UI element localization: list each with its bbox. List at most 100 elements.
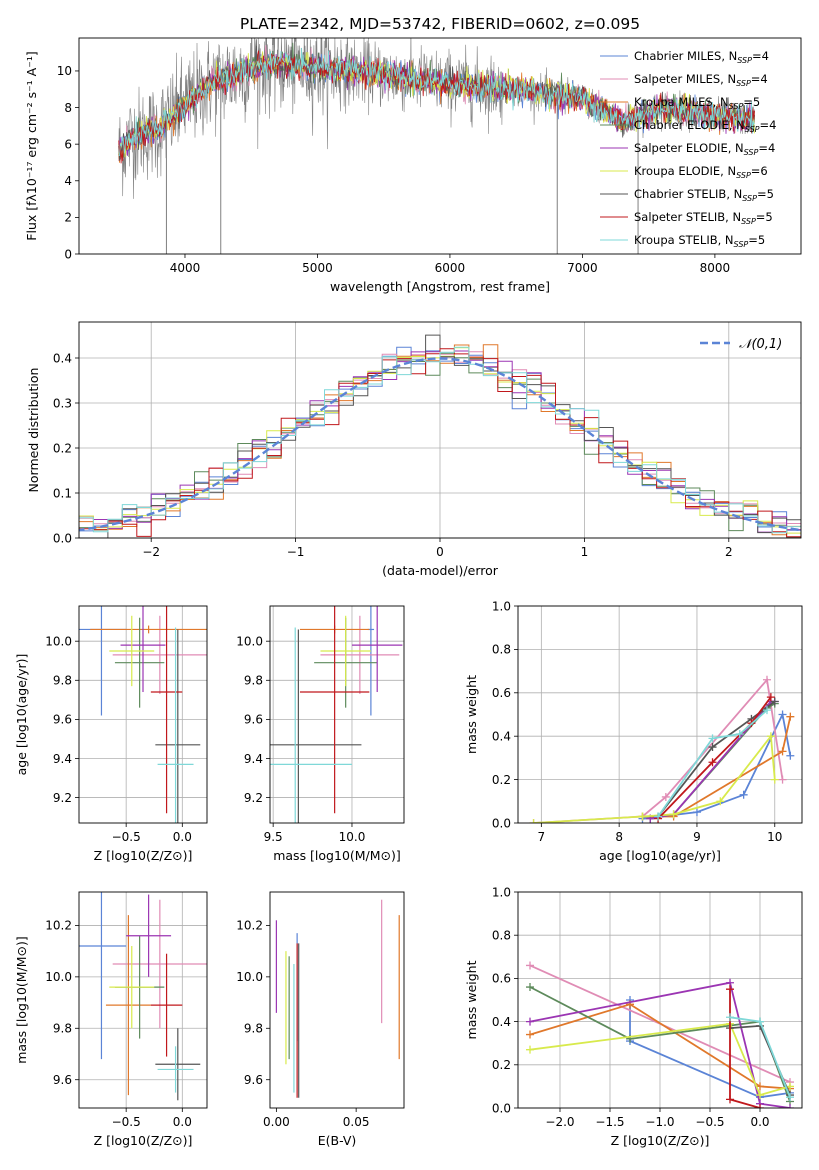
point-marker [786, 751, 795, 760]
point-marker [526, 961, 534, 970]
y-tick-label: 9.4 [244, 752, 263, 766]
panel-age-vs-mass: 9.5 10.0 9.2 9.4 9.6 9.8 10.0 mass [log10(M/M⊙)… [236, 605, 405, 863]
plot-area-age-vs-mass [270, 606, 403, 823]
axes-frame [517, 605, 803, 824]
x-tick-label: 4000 [170, 261, 201, 275]
point-marker [526, 983, 534, 992]
y-tick-label: 9.8 [244, 674, 263, 688]
series-line-2 [529, 1003, 791, 1090]
point-marker [661, 792, 670, 801]
x-tick-label: 0.0 [173, 1115, 192, 1129]
x-tick-label: 0.05 [343, 1115, 370, 1129]
y-tick-label: 0.8 [492, 929, 511, 943]
x-tick-label: 0.0 [750, 1115, 769, 1129]
legend-label: 𝒩(0,1) [739, 337, 782, 352]
y-tick-label: 9.6 [53, 713, 72, 727]
panel-massweight-vs-Z: −2.0 −1.5 −1.0 −0.5 0.0 0.0 0.2 0.4 0.6 0.8 1.0 Z [… [464, 885, 803, 1148]
series-line-5 [529, 1022, 791, 1097]
x-tick-label: 0.00 [263, 1115, 290, 1129]
y-tick-label: 0.6 [492, 686, 511, 700]
y-tick-label: 9.8 [244, 1022, 263, 1036]
normal-reference-curve [79, 357, 801, 532]
y-tick-label: 0.4 [492, 1015, 511, 1029]
y-tick-label: 0.1 [53, 486, 72, 500]
y-axis-label: mass weight [464, 960, 479, 1039]
plot-area-mass-vs-ebv [275, 899, 400, 1098]
y-tick-label: 10 [57, 64, 72, 78]
point-marker [708, 758, 717, 767]
point-marker [708, 734, 717, 743]
y-tick-label: 0 [64, 247, 72, 261]
y-tick-label: 10.0 [45, 634, 72, 648]
x-tick-label: −1 [287, 545, 305, 559]
y-tick-label: 0.3 [53, 396, 72, 410]
y-tick-label: 10.2 [236, 919, 263, 933]
y-axis-label: age [log10(age/yr)] [14, 654, 29, 776]
point-marker [766, 732, 775, 741]
point-marker [756, 1091, 764, 1100]
point-marker [762, 675, 771, 684]
legend-label: Chabrier MILES, NSSP=4 [634, 49, 769, 65]
axes-frame [78, 321, 802, 539]
x-tick-label: 5000 [302, 261, 333, 275]
point-marker [766, 693, 775, 702]
series-line-7 [657, 696, 772, 820]
series-line-5 [533, 733, 776, 823]
y-tick-label: 10.0 [236, 970, 263, 984]
y-tick-label: 10.0 [236, 634, 263, 648]
plot-area-residuals [79, 334, 801, 538]
figure-title: PLATE=2342, MJD=53742, FIBERID=0602, z=0… [240, 15, 640, 33]
x-tick-label: −0.5 [112, 830, 141, 844]
x-tick-label: 10 [767, 830, 782, 844]
x-tick-label: 9.5 [264, 830, 283, 844]
point-marker [786, 1082, 794, 1091]
x-axis-label: Z [log10(Z/Z⊙)] [94, 1133, 193, 1148]
y-tick-label: 10.0 [45, 970, 72, 984]
x-axis-label: Z [log10(Z/Z⊙)] [611, 1133, 710, 1148]
axes-frame [269, 605, 405, 824]
point-marker [770, 697, 779, 706]
axes-frame [517, 891, 803, 1109]
point-marker [762, 706, 771, 715]
x-axis-label: wavelength [Angstrom, rest frame] [330, 279, 550, 294]
plot-area-spectrum [118, 38, 755, 254]
point-marker [716, 797, 725, 806]
y-tick-label: 6 [64, 137, 72, 151]
axes-frame [269, 891, 405, 1109]
x-tick-label: −2 [142, 545, 160, 559]
point-marker [756, 1104, 764, 1108]
axes-frame [78, 891, 208, 1109]
y-tick-label: 9.6 [53, 1073, 72, 1087]
legend-label: Chabrier STELIB, NSSP=5 [634, 187, 774, 203]
legend-label: Salpeter STELIB, NSSP=5 [634, 210, 773, 226]
point-marker [786, 712, 795, 721]
series-line-1 [533, 677, 784, 823]
y-tick-label: 9.6 [244, 713, 263, 727]
y-tick-label: 9.2 [53, 791, 72, 805]
y-tick-label: 0.2 [492, 1058, 511, 1072]
y-axis-label: Flux [fλ10⁻¹⁷ erg cm⁻² s⁻¹ A⁻¹] [24, 51, 39, 240]
panel-massweight-vs-age: 7 8 9 10 0.0 0.2 0.4 0.6 0.8 1.0 age [log10(age/yr… [464, 599, 803, 863]
point-marker [638, 812, 647, 821]
x-axis-label: age [log10(age/yr)] [599, 848, 721, 863]
y-tick-label: 0.8 [492, 643, 511, 657]
panel-mass-vs-Z: −0.5 0.0 9.6 9.8 10.0 10.2 Z [log10(Z/Z⊙)] mass… [14, 891, 208, 1148]
series-line-0 [629, 1000, 791, 1099]
point-marker [726, 1095, 734, 1104]
x-tick-label: −1.5 [595, 1115, 624, 1129]
series-line-8 [657, 709, 768, 818]
legend-label: Kroupa STELIB, NSSP=5 [634, 233, 765, 249]
y-tick-label: 0.2 [492, 773, 511, 787]
panel-residuals: −2 −1 0 1 2 0.0 0.1 0.2 0.3 0.4 (data-model)/error… [26, 321, 802, 578]
point-marker [726, 985, 734, 994]
x-tick-label: 7000 [567, 261, 598, 275]
y-axis-label: mass [log10(M/M⊙)] [14, 936, 29, 1064]
y-tick-label: 0.6 [492, 972, 511, 986]
point-marker [778, 710, 787, 719]
point-marker [739, 790, 748, 799]
y-tick-label: 1.0 [492, 599, 511, 613]
legend-label: Chabrier ELODIE, NSSP=4 [634, 118, 776, 134]
y-tick-label: 8 [64, 101, 72, 115]
x-tick-label: 0 [436, 545, 444, 559]
